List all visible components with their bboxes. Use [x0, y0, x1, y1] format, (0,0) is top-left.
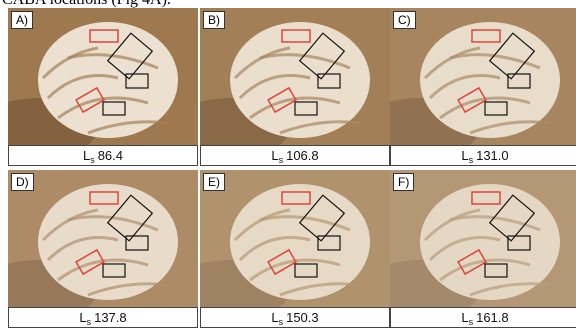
caption-value: 161.8: [476, 310, 509, 325]
panel-label: E): [203, 173, 225, 191]
caption-symbol: L: [461, 310, 468, 325]
caption-value: 150.3: [286, 310, 319, 325]
caption-value: 106.8: [286, 148, 319, 163]
mars-image: [8, 170, 198, 307]
panel-label: C): [393, 11, 416, 29]
mars-image: [8, 8, 198, 145]
haze: [390, 8, 576, 145]
figure-panel: E) Ls150.3: [200, 170, 390, 328]
caption-subscript: s: [87, 317, 92, 327]
panel-label: F): [393, 173, 414, 191]
haze: [200, 170, 390, 307]
caption-subscript: s: [90, 155, 95, 165]
caption-symbol: L: [461, 148, 468, 163]
caption-symbol: L: [271, 148, 278, 163]
caption-value: 86.4: [98, 148, 123, 163]
caption-value: 137.8: [94, 310, 127, 325]
panel-label: B): [203, 11, 225, 29]
caption-subscript: s: [279, 317, 284, 327]
caption-symbol: L: [79, 310, 86, 325]
mars-image: [200, 8, 390, 145]
mars-image: [200, 170, 390, 307]
haze: [8, 8, 198, 145]
panel-label: D): [11, 173, 34, 191]
caption-subscript: s: [279, 155, 284, 165]
caption-value: 131.0: [476, 148, 509, 163]
haze: [8, 170, 198, 307]
mars-image: [390, 170, 576, 307]
page: CABA locations (Fig 4A). A)Ls86.4B)Ls106…: [0, 0, 576, 329]
haze: [390, 170, 576, 307]
mars-image: [390, 8, 576, 145]
caption-subscript: s: [469, 317, 474, 327]
haze: [200, 8, 390, 145]
caption-subscript: s: [469, 155, 474, 165]
panel-label: A): [11, 11, 33, 29]
caption-symbol: L: [271, 310, 278, 325]
